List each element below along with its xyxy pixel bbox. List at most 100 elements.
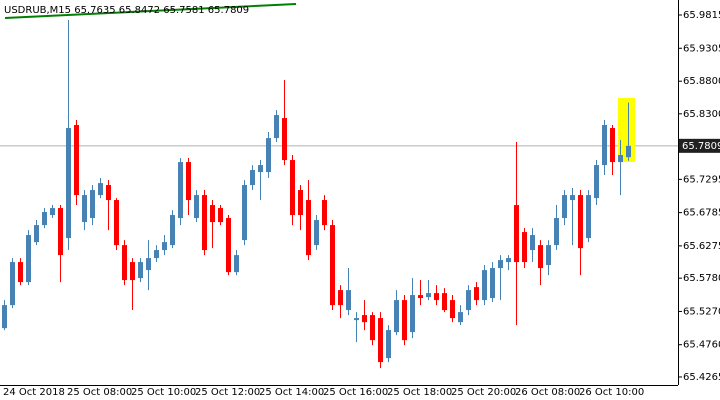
y-tick-label: 65.6275	[683, 241, 720, 252]
candle-body	[186, 162, 191, 201]
candle-body	[162, 242, 167, 251]
candle-body	[570, 195, 575, 201]
last-price-label: 65.7809	[682, 141, 720, 152]
y-tick-label: 65.6785	[683, 208, 720, 219]
candle-body	[122, 245, 127, 281]
x-tick-label: 25 Oct 10:00	[131, 387, 196, 398]
candle-body	[378, 318, 383, 363]
candle-body	[466, 290, 471, 311]
x-tick-label: 25 Oct 20:00	[451, 387, 516, 398]
candle-body	[250, 170, 255, 186]
candle-body	[282, 118, 287, 161]
candle-body	[578, 195, 583, 249]
candle-body	[626, 145, 631, 158]
y-tick-label: 65.9815	[683, 10, 720, 21]
candle-body	[242, 185, 247, 241]
candle-body	[2, 305, 7, 329]
candle-body	[18, 262, 23, 283]
candle-body	[98, 183, 103, 196]
candle-body	[274, 115, 279, 139]
candle-body	[426, 293, 431, 298]
candle-body	[490, 268, 495, 299]
candle-body	[594, 165, 599, 199]
candle-body	[34, 225, 39, 243]
y-tick-label: 65.8300	[683, 109, 720, 120]
candle-body	[474, 287, 479, 301]
candle-body	[194, 195, 199, 219]
candle-body	[514, 205, 519, 263]
candle-body	[154, 250, 159, 259]
candle-body	[266, 138, 271, 173]
candle-body	[298, 190, 303, 216]
candle-body	[618, 155, 623, 163]
candle-body	[74, 125, 79, 196]
candle-body	[178, 162, 183, 219]
candle-body	[306, 200, 311, 256]
candle-body	[442, 293, 447, 311]
x-tick-label: 25 Oct 14:00	[259, 387, 324, 398]
candle-body	[90, 190, 95, 219]
y-tick-label: 65.5780	[683, 273, 720, 284]
trendline	[4, 3, 297, 19]
candle-body	[202, 195, 207, 251]
candle-body	[586, 195, 591, 239]
candle-body	[146, 258, 151, 271]
candle-body	[58, 208, 63, 256]
candle-body	[362, 315, 367, 323]
candle-body	[234, 255, 239, 273]
candle-body	[546, 245, 551, 266]
candle-body	[42, 212, 47, 226]
x-tick-label: 25 Oct 18:00	[387, 387, 452, 398]
x-tick-label: 26 Oct 10:00	[579, 387, 644, 398]
y-tick-label: 65.8800	[683, 76, 720, 87]
candle-body	[530, 235, 535, 251]
candle-body	[354, 318, 359, 321]
candle-body	[410, 295, 415, 333]
candle-body	[346, 290, 351, 311]
candle-body	[322, 200, 327, 226]
candle-body	[82, 195, 87, 223]
candle-body	[66, 128, 71, 239]
candle-body	[10, 262, 15, 306]
candle-body	[138, 262, 143, 279]
candle-body	[450, 300, 455, 319]
x-tick-label: 25 Oct 08:00	[67, 387, 132, 398]
candle-body	[554, 218, 559, 246]
candle-body	[106, 185, 111, 201]
candle-body	[330, 225, 335, 306]
candle-body	[498, 260, 503, 269]
candle-body	[370, 315, 375, 341]
candle-body	[338, 290, 343, 306]
candle-body	[130, 262, 135, 281]
candle-body	[226, 218, 231, 273]
candle-body	[522, 232, 527, 263]
y-tick-label: 65.5270	[683, 306, 720, 317]
x-tick-label: 24 Oct 2018	[3, 387, 65, 398]
candle-body	[602, 125, 607, 166]
candle-body	[402, 300, 407, 341]
chart-title: USDRUB,M15 65.7635 65.8472 65.7581 65.78…	[4, 5, 249, 16]
candle-body	[26, 235, 31, 283]
candle-body	[210, 205, 215, 223]
candle-body	[386, 330, 391, 359]
candle-body	[506, 258, 511, 263]
candle-body	[458, 312, 463, 323]
y-tick-label: 65.7295	[683, 174, 720, 185]
y-tick-label: 65.9305	[683, 43, 720, 54]
candle-body	[434, 293, 439, 301]
candle-body	[290, 160, 295, 216]
candle-body	[50, 208, 55, 216]
candle-body	[418, 295, 423, 299]
y-tick-label: 65.4760	[683, 340, 720, 351]
candle-body	[482, 270, 487, 301]
candle-body	[218, 208, 223, 223]
candle-body	[170, 215, 175, 246]
x-tick-label: 25 Oct 16:00	[323, 387, 388, 398]
x-tick-label: 25 Oct 12:00	[195, 387, 260, 398]
candle-body	[562, 195, 567, 219]
y-tick-label: 65.4265	[683, 372, 720, 383]
candle-body	[394, 300, 399, 333]
candle-body	[314, 220, 319, 246]
